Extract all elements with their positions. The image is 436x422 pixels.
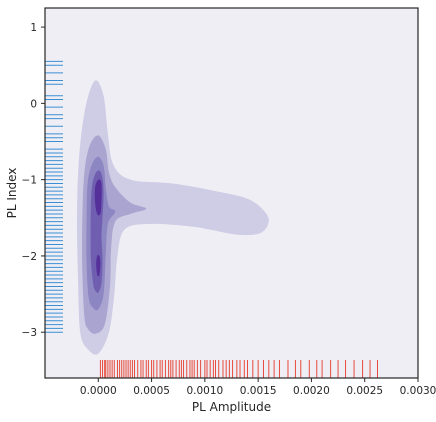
y-tick-label-3: −2	[22, 251, 37, 263]
x-rug-layer	[99, 360, 379, 378]
x-tick-label-3: 0.0015	[240, 385, 277, 397]
x-tick-label-2: 0.0010	[186, 385, 223, 397]
x-tick-layer: 0.0000 0.0005 0.0010 0.0015 0.0020 0.0025 0.00…	[80, 378, 436, 397]
x-tick-label-5: 0.0025	[346, 385, 383, 397]
y-tick-label-1: 0	[30, 98, 37, 110]
x-axis-label: PL Amplitude	[192, 400, 271, 414]
y-tick-label-4: −3	[22, 327, 37, 339]
y-tick-label-2: −1	[22, 175, 37, 187]
contour-level-5-5	[96, 255, 101, 277]
y-tick-label-0: 1	[30, 22, 37, 34]
y-tick-layer: 1 0 −1 −2 −3	[22, 22, 45, 339]
x-tick-label-0: 0.0000	[80, 385, 117, 397]
x-tick-label-1: 0.0005	[133, 385, 170, 397]
x-tick-label-4: 0.0020	[293, 385, 330, 397]
contour-layer	[76, 80, 269, 355]
plot-frame	[44, 7, 419, 379]
x-tick-label-6: 0.0030	[400, 385, 436, 397]
y-rug-layer	[45, 60, 63, 333]
contour-level-5-4	[94, 179, 102, 216]
contour-level-1-0	[76, 80, 269, 355]
y-axis-label: PL Index	[5, 168, 19, 219]
